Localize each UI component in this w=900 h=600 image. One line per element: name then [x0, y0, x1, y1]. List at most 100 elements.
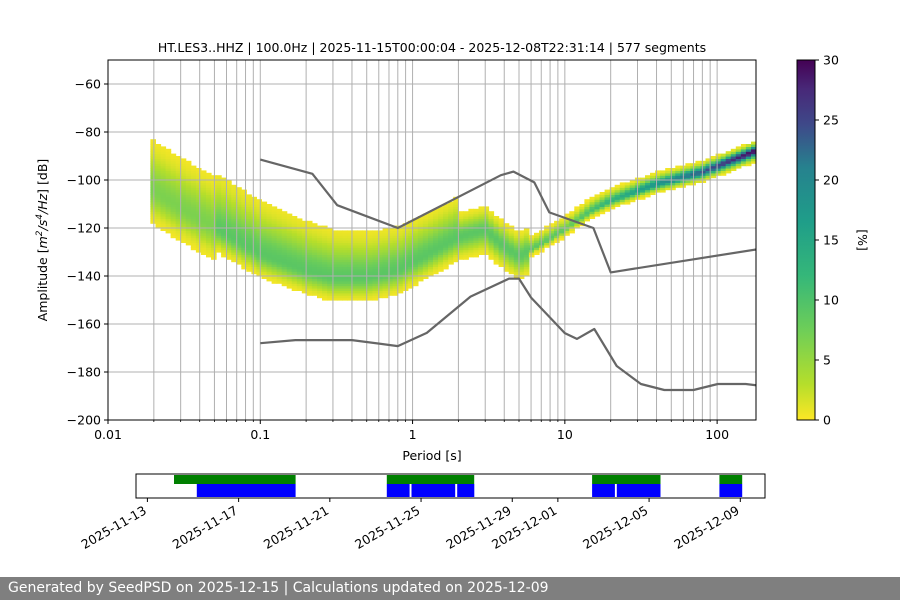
heatmap-cell — [518, 271, 525, 275]
heatmap-cell — [206, 201, 212, 205]
heatmap-cell — [412, 242, 419, 246]
heatmap-cell — [190, 244, 197, 248]
heatmap-cell — [534, 242, 540, 246]
heatmap-cell — [412, 252, 419, 255]
heatmap-cell — [544, 225, 550, 229]
heatmap-cell — [705, 177, 712, 181]
heatmap-cell — [412, 276, 419, 279]
heatmap-cell — [271, 232, 278, 236]
heatmap-cell — [685, 182, 691, 186]
heatmap-cell — [518, 266, 525, 270]
heatmap-cell — [357, 278, 363, 282]
heatmap-cell — [261, 261, 268, 265]
heatmap-cell — [306, 249, 313, 253]
heatmap-cell — [407, 228, 414, 231]
heatmap-cell — [327, 259, 333, 263]
heatmap-cell — [352, 240, 358, 243]
heatmap-cell — [155, 223, 162, 227]
heatmap-cell — [624, 199, 631, 203]
heatmap-cell — [165, 156, 172, 159]
heatmap-cell — [327, 228, 333, 231]
heatmap-cell — [211, 223, 217, 227]
heatmap-cell — [422, 216, 429, 219]
heatmap-cell — [433, 240, 439, 243]
availability-processed-bar — [386, 484, 410, 497]
heatmap-cell — [256, 252, 262, 255]
heatmap-cell — [518, 242, 525, 246]
heatmap-cell — [508, 266, 515, 270]
heatmap-cell — [342, 254, 348, 258]
heatmap-cell — [301, 256, 308, 260]
heatmap-cell — [347, 264, 353, 267]
date-tick-label: 2025-12-09 — [671, 503, 741, 552]
heatmap-cell — [256, 273, 262, 277]
heatmap-cell — [342, 244, 348, 248]
heatmap-cell — [473, 252, 479, 255]
heatmap-cell — [508, 264, 515, 267]
heatmap-cell — [564, 213, 570, 217]
heatmap-cell — [539, 232, 545, 236]
heatmap-cell — [438, 223, 444, 227]
heatmap-cell — [387, 240, 394, 243]
heatmap-cell — [417, 254, 424, 258]
heatmap-cell — [170, 153, 177, 157]
heatmap-cell — [579, 211, 585, 215]
heatmap-cell — [175, 168, 182, 171]
heatmap-cell — [347, 273, 353, 277]
heatmap-cell — [185, 216, 192, 219]
heatmap-cell — [266, 242, 273, 246]
heatmap-cell — [342, 268, 348, 272]
heatmap-cell — [508, 242, 515, 246]
heatmap-cell — [433, 264, 439, 267]
heatmap-cell — [357, 271, 363, 275]
heatmap-cell — [251, 218, 257, 222]
heatmap-cell — [150, 153, 156, 157]
heatmap-cell — [206, 199, 212, 203]
heatmap-cell — [211, 256, 217, 260]
heatmap-cell — [231, 218, 237, 222]
heatmap-cell — [165, 148, 172, 152]
heatmap-cell — [342, 256, 348, 260]
heatmap-cell — [180, 225, 187, 229]
heatmap-cell — [342, 259, 348, 263]
heatmap-cell — [710, 175, 717, 179]
y-tick-label: −140 — [67, 269, 101, 284]
heatmap-cell — [433, 244, 439, 248]
heatmap-cell — [216, 211, 222, 215]
heatmap-cell — [155, 225, 162, 229]
heatmap-cell — [317, 271, 323, 275]
heatmap-cell — [594, 204, 601, 207]
heatmap-cell — [190, 196, 197, 200]
heatmap-cell — [357, 280, 363, 284]
heatmap-cell — [195, 175, 202, 179]
heatmap-cell — [594, 194, 601, 198]
heatmap-cell — [150, 163, 156, 167]
heatmap-cell — [155, 211, 162, 215]
heatmap-cell — [629, 189, 636, 193]
heatmap-cell — [347, 242, 353, 246]
heatmap-cell — [180, 208, 187, 212]
heatmap-cell — [332, 249, 338, 253]
heatmap-cell — [327, 230, 333, 234]
heatmap-cell — [382, 264, 389, 267]
heatmap-cell — [468, 225, 474, 229]
heatmap-cell — [357, 259, 363, 263]
heatmap-cell — [518, 235, 525, 239]
heatmap-cell — [544, 237, 550, 241]
heatmap-cell — [367, 290, 373, 294]
heatmap-cell — [407, 276, 414, 279]
heatmap-cell — [382, 244, 389, 248]
heatmap-cell — [428, 211, 434, 215]
heatmap-cell — [655, 180, 661, 183]
heatmap-cell — [448, 237, 454, 241]
heatmap-cell — [751, 144, 756, 147]
heatmap-cell — [226, 211, 232, 215]
heatmap-cell — [609, 206, 616, 210]
heatmap-cell — [155, 170, 162, 174]
heatmap-cell — [468, 242, 474, 246]
heatmap-cell — [468, 223, 474, 227]
heatmap-cell — [180, 158, 187, 162]
heatmap-cell — [165, 187, 172, 191]
heatmap-cell — [185, 160, 192, 164]
heatmap-cell — [291, 285, 298, 289]
